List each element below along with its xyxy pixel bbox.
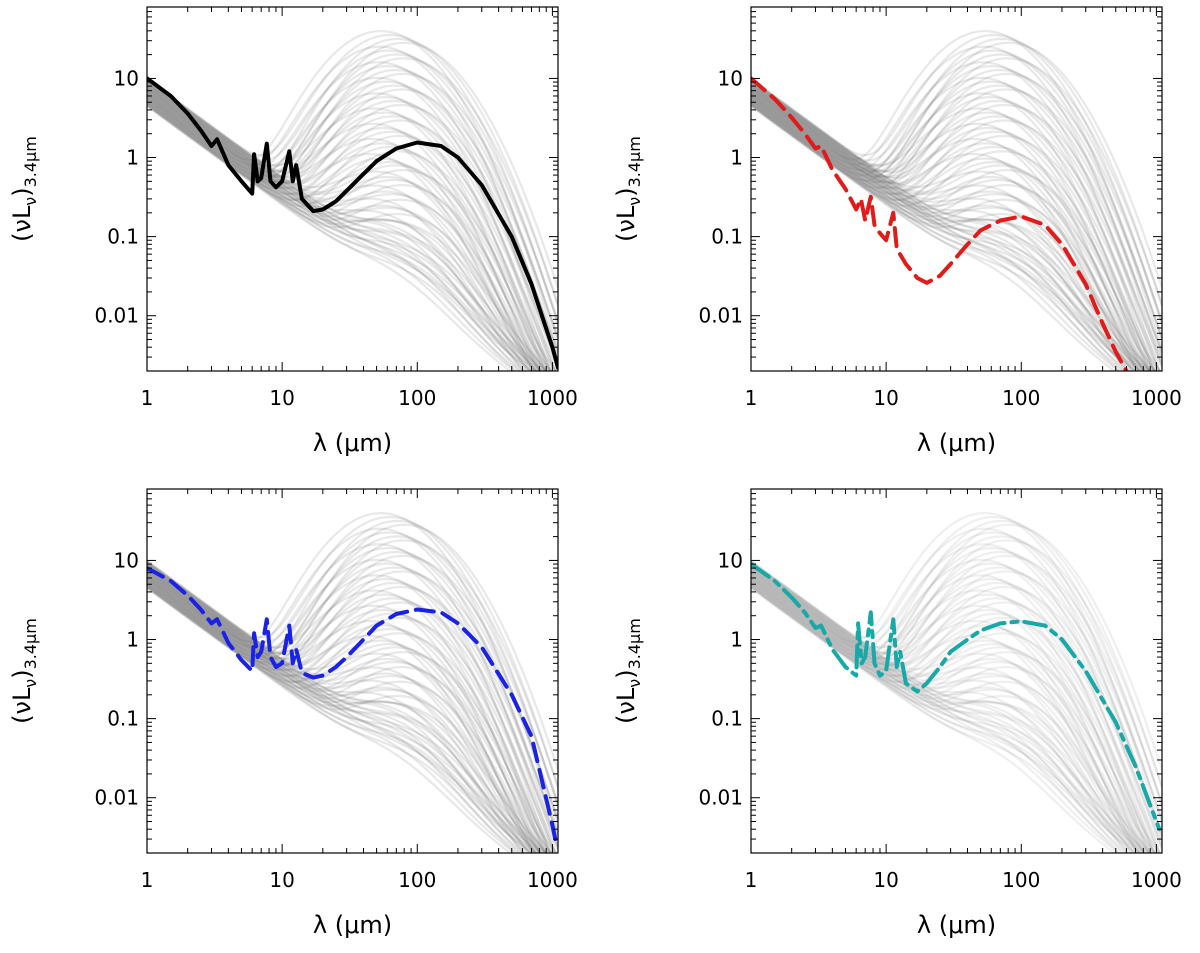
model-ensemble-band (751, 513, 1162, 889)
y-axis-title: (νLν)3.4μm (612, 136, 644, 242)
figure: 1 10 100 10000.010.1110λ (μm)(νLν)3.4μm1 10 1… (0, 0, 1200, 953)
x-tick-label: 100 (1002, 868, 1040, 892)
chart-panel-top-right: 1 10 100 1000 0.01 0.1 1 10 λ (μm) (νLν)3.4μm (612, 7, 1182, 457)
x-tick-label: 1 (745, 386, 758, 410)
y-tick-label: 0.1 (711, 707, 743, 731)
y-tick-label: 10 (718, 548, 743, 572)
x-tick-label: 10 (269, 386, 294, 410)
x-tick-label: 10 (873, 868, 898, 892)
x-axis-title: λ (μm) (917, 911, 996, 939)
y-tick-label: 0.1 (711, 225, 743, 249)
model-ensemble-band (147, 31, 558, 407)
x-tick-label: 1000 (1131, 386, 1182, 410)
y-tick-label: 0.01 (94, 304, 139, 328)
y-tick-label: 0.01 (94, 786, 139, 810)
y-tick-label: 1 (730, 628, 743, 652)
x-tick-label: 100 (398, 868, 436, 892)
y-tick-label: 0.1 (107, 225, 139, 249)
x-tick-label: 1000 (1131, 868, 1182, 892)
y-tick-label: 10 (114, 548, 139, 572)
y-tick-label: 0.01 (698, 786, 743, 810)
x-tick-label: 1000 (527, 868, 578, 892)
y-axis-title: (νLν)3.4μm (612, 618, 644, 724)
y-tick-label: 10 (718, 66, 743, 90)
x-axis-title: λ (μm) (917, 429, 996, 457)
y-tick-label: 0.01 (698, 304, 743, 328)
y-axis-title: (νLν)3.4μm (8, 618, 40, 724)
model-ensemble-band (751, 31, 1162, 407)
x-tick-label: 10 (873, 386, 898, 410)
x-axis-title: λ (μm) (313, 911, 392, 939)
y-axis-title: (νLν)3.4μm (8, 136, 40, 242)
y-tick-label: 0.1 (107, 707, 139, 731)
chart-panel-top-left: 1 10 100 1000 0.01 0.1 1 10 λ (μm) (νLν)3.4μm (8, 7, 578, 457)
model-ensemble-band (147, 513, 558, 889)
y-tick-label: 1 (730, 146, 743, 170)
x-tick-label: 100 (1002, 386, 1040, 410)
x-tick-label: 1 (141, 386, 154, 410)
y-tick-label: 1 (126, 628, 139, 652)
chart-panel-bottom-left: 1 10 100 1000 0.01 0.1 1 10 λ (μm) (νLν)3.4μm (8, 489, 578, 939)
x-tick-label: 1 (141, 868, 154, 892)
y-tick-label: 10 (114, 66, 139, 90)
y-tick-label: 1 (126, 146, 139, 170)
chart-panel-bottom-right: 1 10 100 1000 0.01 0.1 1 10 λ (μm) (νLν)3.4μm (612, 489, 1182, 939)
x-tick-label: 1000 (527, 386, 578, 410)
x-tick-label: 1 (745, 868, 758, 892)
x-tick-label: 100 (398, 386, 436, 410)
x-tick-label: 10 (269, 868, 294, 892)
x-axis-title: λ (μm) (313, 429, 392, 457)
